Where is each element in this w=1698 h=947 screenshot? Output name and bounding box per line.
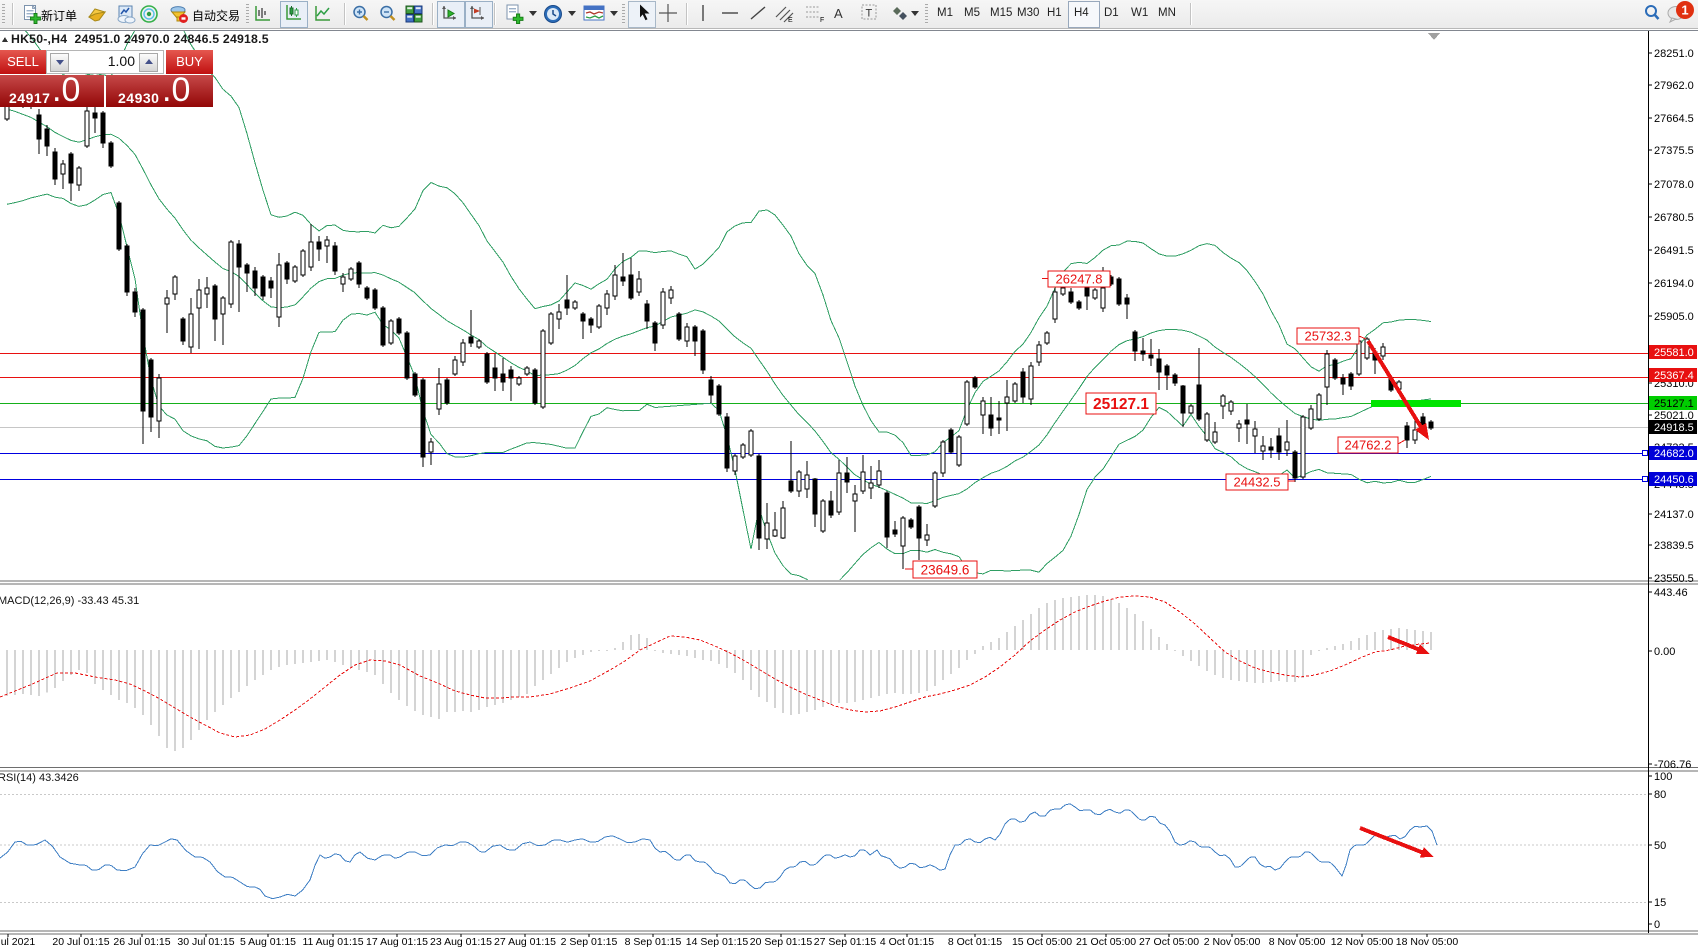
svg-text:8 Sep 01:15: 8 Sep 01:15 — [625, 936, 682, 947]
svg-text:F: F — [820, 17, 824, 23]
svg-text:8 Oct 01:15: 8 Oct 01:15 — [948, 936, 1002, 947]
svg-text:23550.5: 23550.5 — [1654, 573, 1694, 585]
svg-text:28251.0: 28251.0 — [1654, 48, 1694, 60]
svg-text:T: T — [866, 8, 873, 20]
svg-text:25127.1: 25127.1 — [1093, 396, 1149, 413]
svg-text:20 Sep 01:15: 20 Sep 01:15 — [750, 936, 813, 947]
svg-text:-706.76: -706.76 — [1654, 759, 1691, 771]
svg-text:0.00: 0.00 — [1654, 646, 1675, 658]
svg-text:RSI(14) 43.3426: RSI(14) 43.3426 — [0, 772, 79, 784]
svg-text:26 Jul 01:15: 26 Jul 01:15 — [113, 936, 170, 947]
svg-text:26491.5: 26491.5 — [1654, 245, 1694, 257]
svg-text:23649.6: 23649.6 — [921, 562, 970, 577]
svg-text:27 Sep 01:15: 27 Sep 01:15 — [814, 936, 877, 947]
svg-text:25127.1: 25127.1 — [1654, 398, 1694, 410]
svg-text:27664.5: 27664.5 — [1654, 113, 1694, 125]
svg-text:0: 0 — [1654, 919, 1660, 931]
svg-text:25581.0: 25581.0 — [1654, 347, 1694, 359]
svg-text:27 Oct 05:00: 27 Oct 05:00 — [1139, 936, 1199, 947]
svg-text:21 Oct 05:00: 21 Oct 05:00 — [1076, 936, 1136, 947]
svg-text:26780.5: 26780.5 — [1654, 212, 1694, 224]
svg-text:12 Nov 05:00: 12 Nov 05:00 — [1331, 936, 1394, 947]
svg-text:24762.2: 24762.2 — [1345, 438, 1392, 453]
svg-text:25021.0: 25021.0 — [1654, 410, 1694, 422]
svg-text:27078.0: 27078.0 — [1654, 179, 1694, 191]
svg-text:8 Nov 05:00: 8 Nov 05:00 — [1269, 936, 1326, 947]
svg-text:14 Sep 01:15: 14 Sep 01:15 — [686, 936, 749, 947]
svg-text:HK50-,H4 24951.0 24970.0 2484: HK50-,H4 24951.0 24970.0 24846.5 24918.5 — [11, 32, 269, 46]
svg-text:100: 100 — [1654, 771, 1672, 783]
svg-text:23 Aug 01:15: 23 Aug 01:15 — [430, 936, 492, 947]
svg-text:27375.5: 27375.5 — [1654, 145, 1694, 157]
svg-text:50: 50 — [1654, 840, 1666, 852]
svg-text:24432.5: 24432.5 — [1234, 475, 1281, 490]
svg-text:5 Aug 01:15: 5 Aug 01:15 — [240, 936, 296, 947]
svg-text:18 Nov 05:00: 18 Nov 05:00 — [1396, 936, 1459, 947]
svg-text:25732.3: 25732.3 — [1305, 329, 1352, 344]
svg-text:24450.6: 24450.6 — [1654, 474, 1694, 486]
svg-text:20 Jul 01:15: 20 Jul 01:15 — [52, 936, 109, 947]
svg-text:17 Aug 01:15: 17 Aug 01:15 — [366, 936, 428, 947]
svg-text:27 Aug 01:15: 27 Aug 01:15 — [494, 936, 556, 947]
svg-text:27962.0: 27962.0 — [1654, 80, 1694, 92]
svg-text:14 Jul 2021: 14 Jul 2021 — [0, 936, 35, 947]
svg-text:2 Nov 05:00: 2 Nov 05:00 — [1204, 936, 1261, 947]
svg-text:30 Jul 01:15: 30 Jul 01:15 — [177, 936, 234, 947]
svg-text:E: E — [788, 17, 793, 23]
svg-text:1: 1 — [1681, 3, 1688, 18]
svg-text:26194.0: 26194.0 — [1654, 278, 1694, 290]
svg-text:4 Oct 01:15: 4 Oct 01:15 — [880, 936, 934, 947]
svg-text:23839.5: 23839.5 — [1654, 540, 1694, 552]
svg-text:24682.0: 24682.0 — [1654, 448, 1694, 460]
svg-text:MACD(12,26,9) -33.43 45.31: MACD(12,26,9) -33.43 45.31 — [0, 595, 139, 607]
svg-text:26247.8: 26247.8 — [1056, 272, 1103, 287]
svg-text:2 Sep 01:15: 2 Sep 01:15 — [561, 936, 618, 947]
svg-text:15: 15 — [1654, 897, 1666, 909]
svg-text:25905.0: 25905.0 — [1654, 311, 1694, 323]
svg-text:80: 80 — [1654, 789, 1666, 801]
svg-text:25367.4: 25367.4 — [1654, 370, 1694, 382]
svg-text:24137.0: 24137.0 — [1654, 509, 1694, 521]
svg-text:11 Aug 01:15: 11 Aug 01:15 — [302, 936, 363, 947]
svg-text:24918.5: 24918.5 — [1654, 422, 1694, 434]
svg-text:15 Oct 05:00: 15 Oct 05:00 — [1012, 936, 1072, 947]
svg-text:443.46: 443.46 — [1654, 587, 1688, 599]
